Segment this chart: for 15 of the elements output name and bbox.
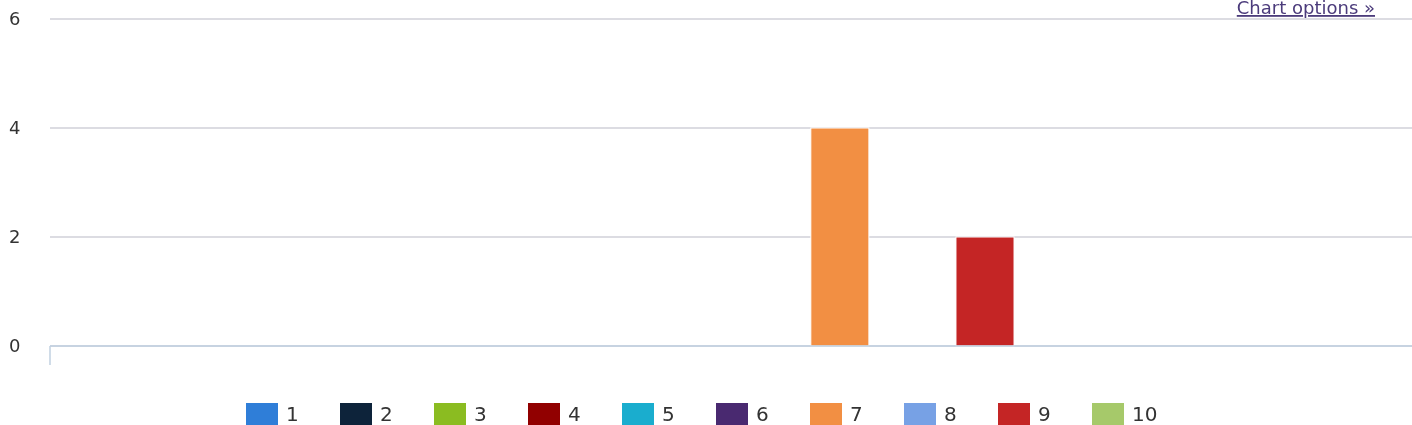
legend-label: 5 [662,402,675,425]
y-tick-label: 4 [9,117,21,139]
legend-label: 3 [474,402,487,425]
y-tick-label: 0 [9,335,21,357]
y-tick-label: 2 [9,226,21,248]
y-tick-label: 6 [9,8,21,30]
legend-label: 4 [568,402,581,425]
legend-label: 7 [850,402,863,425]
text: Chart options » [1236,0,1375,18]
legend-label: 6 [756,402,769,425]
legend-label: 10 [1132,402,1158,425]
legend-label: 1 [286,402,299,425]
legend-label: 8 [944,402,957,425]
legend-label: 9 [1038,402,1051,425]
legend-label: 2 [380,402,393,425]
